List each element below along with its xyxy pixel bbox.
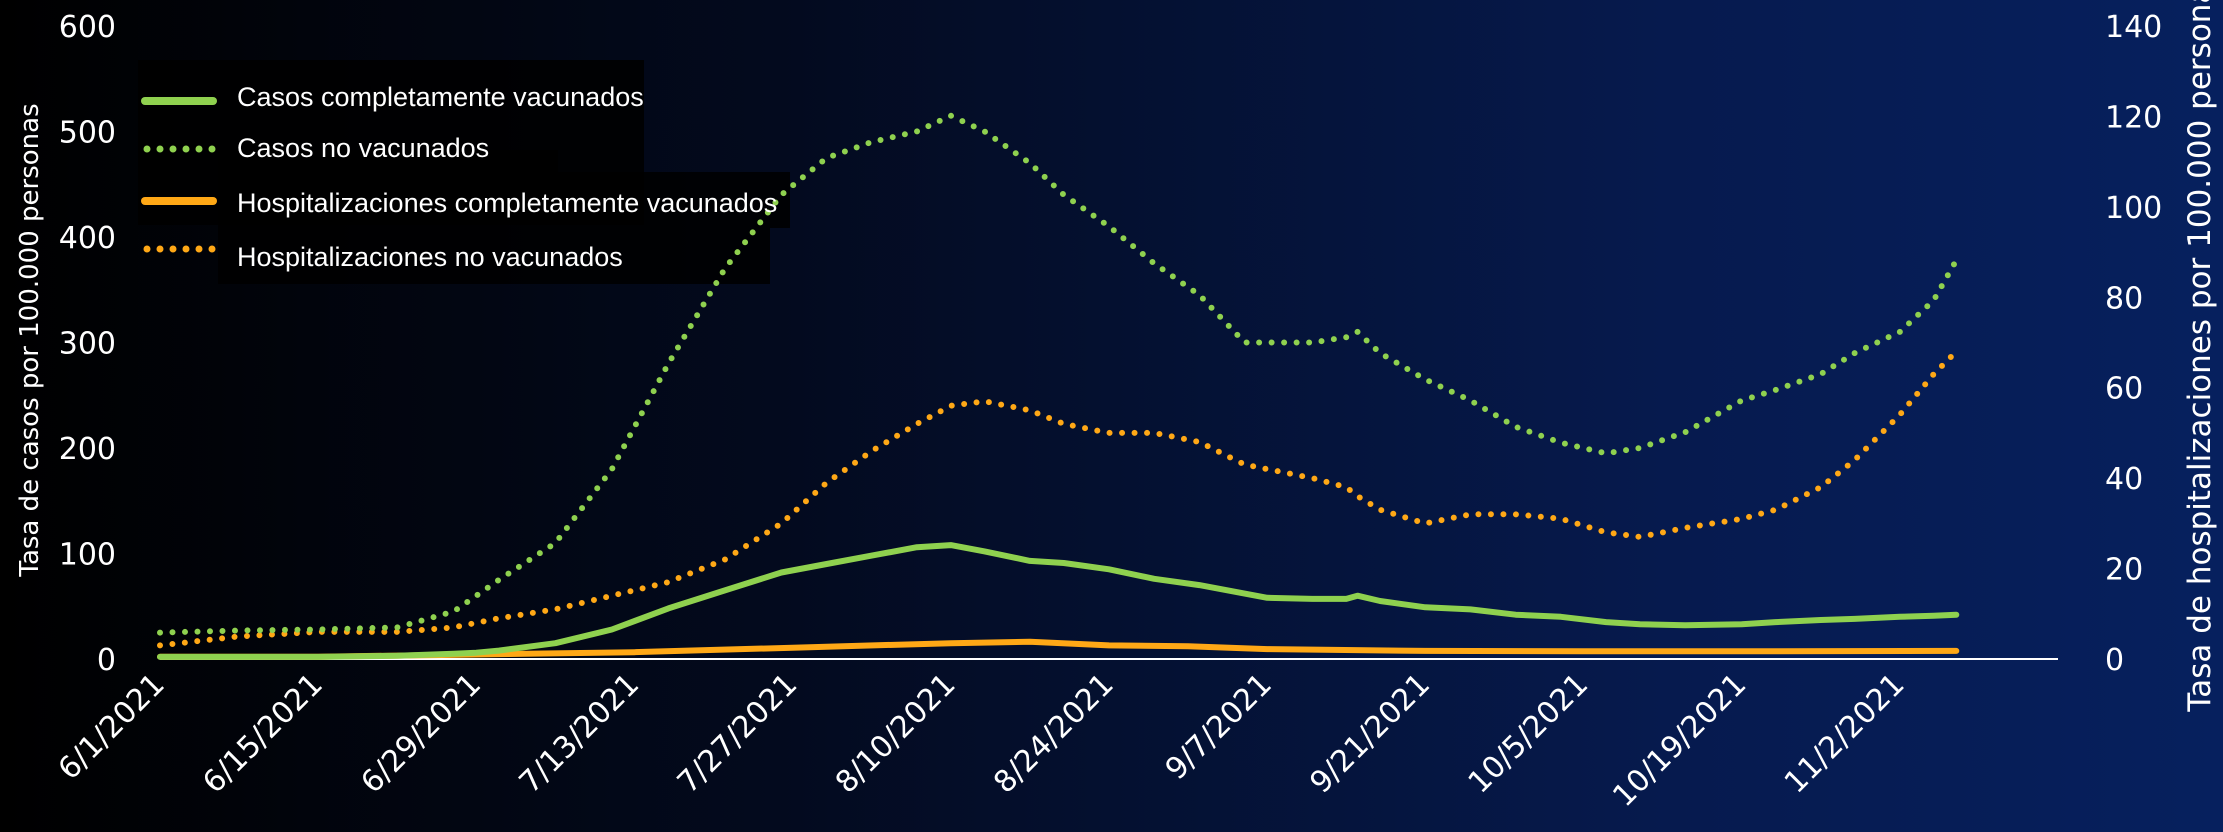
legend-label-hosp-no-vacunados: Hospitalizaciones no vacunados [237, 242, 623, 272]
y-right-tick-label: 100 [2105, 191, 2162, 226]
legend: Casos completamente vacunados Casos no v… [141, 82, 777, 272]
series-line [157, 112, 1960, 636]
y-left-tick-label: 100 [59, 538, 116, 573]
x-tick-label: 11/2/2021 [1778, 667, 1912, 801]
legend-panels [138, 60, 790, 284]
series-line [157, 542, 1960, 660]
legend-label-casos-vacunados: Casos completamente vacunados [237, 82, 644, 112]
y-left-tick-label: 300 [59, 327, 116, 362]
y-left-tick-label: 500 [59, 116, 116, 151]
y-right-tick-label: 120 [2105, 100, 2162, 135]
x-tick-label: 10/5/2021 [1462, 667, 1596, 801]
y-right-tick-label: 40 [2105, 462, 2143, 497]
y-right-tick-label: 140 [2105, 10, 2162, 45]
x-tick-label: 9/7/2021 [1159, 667, 1279, 787]
x-tick-label: 6/29/2021 [354, 667, 488, 801]
legend-label-casos-no-vacunados: Casos no vacunados [237, 133, 489, 163]
y-axis-left-label: Tasa de casos por 100.000 personas [15, 103, 45, 577]
x-tick-label: 8/10/2021 [829, 667, 963, 801]
x-tick-label: 7/27/2021 [671, 667, 805, 801]
y-right-tick-label: 60 [2105, 372, 2143, 407]
y-right-tick-label: 0 [2105, 643, 2124, 678]
y-axis-right-label: Tasa de hospitalizaciones por 100.000 pe… [2182, 0, 2218, 713]
x-tick-label: 9/21/2021 [1303, 667, 1437, 801]
y-left-tick-labels: 0 100 200 300 400 500 600 [59, 10, 116, 678]
y-right-tick-labels: 0 20 40 60 80 100 120 140 [2105, 10, 2162, 678]
y-left-tick-label: 0 [97, 643, 116, 678]
x-tick-label: 6/15/2021 [196, 667, 330, 801]
x-tick-label: 7/13/2021 [513, 667, 647, 801]
y-right-tick-label: 20 [2105, 553, 2143, 588]
series-line [157, 638, 1960, 660]
x-tick-labels: 6/1/2021 6/15/2021 6/29/2021 7/13/2021 7/27/… [52, 667, 1912, 814]
series-layer [157, 112, 1960, 660]
series-line [157, 348, 1960, 649]
y-right-tick-label: 80 [2105, 281, 2143, 316]
y-left-tick-label: 400 [59, 221, 116, 256]
y-left-tick-label: 200 [59, 432, 116, 467]
x-tick-label: 10/19/2021 [1606, 667, 1753, 814]
x-tick-label: 6/1/2021 [52, 667, 172, 787]
y-left-tick-label: 600 [59, 10, 116, 45]
x-tick-label: 8/24/2021 [987, 667, 1121, 801]
legend-label-hosp-vacunados: Hospitalizaciones completamente vacunado… [237, 188, 777, 218]
